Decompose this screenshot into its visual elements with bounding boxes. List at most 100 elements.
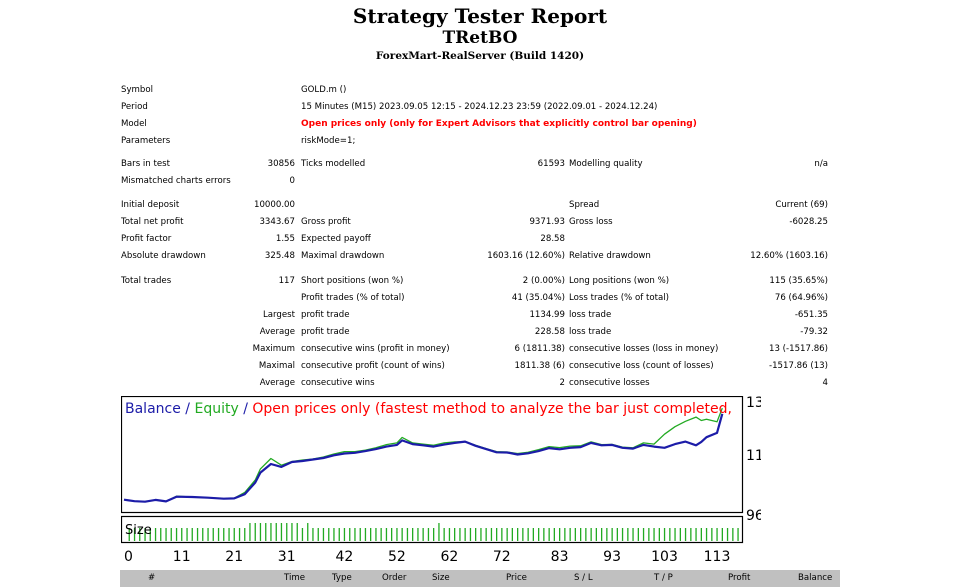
size-bar: [496, 528, 498, 541]
x-tick-label: 62: [440, 549, 458, 565]
profit-factor-label: Profit factor: [121, 234, 172, 244]
size-bar: [312, 528, 314, 541]
size-bar: [716, 528, 718, 541]
y-axis: 13897 11761 9625: [746, 396, 761, 524]
size-bar: [616, 528, 618, 541]
size-bar: [170, 528, 172, 541]
average-consecutive-label: Average: [259, 378, 295, 388]
size-bar: [343, 528, 346, 541]
trades-table-header: # Time Type Order Size Price S / L T / P Profit B…: [120, 570, 840, 587]
size-bar: [590, 528, 592, 541]
size-bar: [648, 528, 650, 541]
size-bar: [359, 528, 361, 541]
x-tick-label: 21: [225, 549, 243, 565]
profit-trades-value: 41 (35.04%): [511, 293, 565, 303]
long-positions-label: Long positions (won %): [569, 276, 670, 286]
equity-line: [123, 407, 723, 503]
x-tick-label: 72: [493, 549, 511, 565]
maximal-consecutive-loss-value: -1517.86 (13): [768, 361, 828, 371]
relative-drawdown-label: Relative drawdown: [569, 251, 651, 261]
size-bar: [517, 528, 519, 541]
size-frame: [121, 515, 744, 544]
size-bar: [480, 528, 482, 541]
size-bar: [443, 528, 445, 541]
size-bar: [538, 528, 540, 541]
maximal-consecutive-profit-value: 1811.38 (6): [514, 361, 565, 371]
total-trades-value: 117: [278, 276, 295, 286]
quality-value: n/a: [814, 159, 828, 169]
absolute-drawdown-label: Absolute drawdown: [121, 251, 206, 261]
size-bar: [280, 523, 283, 541]
size-bar: [296, 523, 298, 541]
net-profit-value: 3343.67: [259, 217, 295, 227]
size-bar: [417, 528, 419, 541]
column-header: Size: [432, 573, 450, 583]
size-bar: [653, 528, 655, 541]
size-bar: [196, 528, 199, 541]
size-bar: [139, 528, 141, 541]
size-bar: [223, 528, 225, 541]
size-bar: [663, 528, 666, 541]
maximal-consecutive-loss-label: consecutive loss (count of losses): [569, 361, 714, 371]
symbol-label: Symbol: [121, 85, 154, 95]
size-bar: [217, 528, 220, 541]
size-bar: [459, 528, 461, 541]
column-header: S / L: [574, 573, 593, 583]
size-bar: [674, 528, 676, 541]
legend-balance: Balance: [125, 401, 181, 417]
size-label: Size: [125, 523, 152, 538]
size-bar: [270, 523, 272, 541]
size-bar: [490, 528, 493, 541]
size-bar: [732, 528, 734, 541]
size-bar: [611, 528, 613, 541]
max-consecutive-losses-label: consecutive losses (loss in money): [569, 344, 719, 354]
maximal-drawdown-value: 1603.16 (12.60%): [487, 251, 565, 261]
size-bar: [543, 528, 545, 541]
report-title: Strategy Tester Report: [352, 4, 608, 28]
size-bar: [632, 528, 634, 541]
size-bar: [532, 528, 534, 541]
size-bar: [658, 528, 660, 541]
size-bar: [684, 528, 687, 541]
size-bar: [642, 528, 645, 541]
y-tick-label: 9625: [746, 508, 761, 524]
size-bar: [679, 528, 681, 541]
legend-separator: /: [181, 401, 195, 417]
relative-drawdown-value: 12.60% (1603.16): [750, 251, 828, 261]
size-bar: [695, 528, 697, 541]
size-bar: [191, 528, 193, 541]
average-loss-value: -79.32: [800, 327, 828, 337]
gross-profit-label: Gross profit: [301, 217, 351, 227]
legend-model-note: Open prices only (fastest method to anal…: [252, 401, 732, 417]
plot-frame: [121, 396, 744, 514]
column-header: Order: [382, 573, 407, 583]
size-bar: [254, 523, 256, 541]
size-bar: [338, 528, 340, 541]
model-label: Model: [121, 119, 147, 129]
parameters-value: riskMode=1;: [301, 136, 356, 146]
size-bar: [328, 528, 330, 541]
size-bar: [202, 528, 204, 541]
short-positions-label: Short positions (won %): [301, 276, 404, 286]
average-profit-value: 228.58: [534, 327, 565, 337]
size-bar: [574, 528, 576, 541]
size-bar: [553, 528, 555, 541]
gross-loss-value: -6028.25: [789, 217, 828, 227]
average-consecutive-wins-value: 2: [559, 378, 565, 388]
deposit-label: Initial deposit: [121, 200, 180, 210]
size-bar: [527, 528, 529, 541]
report-subtitle: TRetBO: [442, 28, 518, 48]
max-consecutive-wins-label: consecutive wins (profit in money): [301, 344, 450, 354]
size-bar: [475, 528, 477, 541]
x-tick-label: 52: [388, 549, 406, 565]
legend-equity: Equity: [194, 401, 238, 417]
size-bar: [401, 528, 403, 541]
size-bar: [448, 528, 451, 541]
size-bar: [427, 528, 430, 541]
size-bar: [175, 528, 178, 541]
size-bar: [669, 528, 671, 541]
size-bar: [364, 528, 367, 541]
size-bar: [322, 528, 325, 541]
size-bar: [265, 523, 267, 541]
gross-loss-label: Gross loss: [569, 217, 613, 227]
